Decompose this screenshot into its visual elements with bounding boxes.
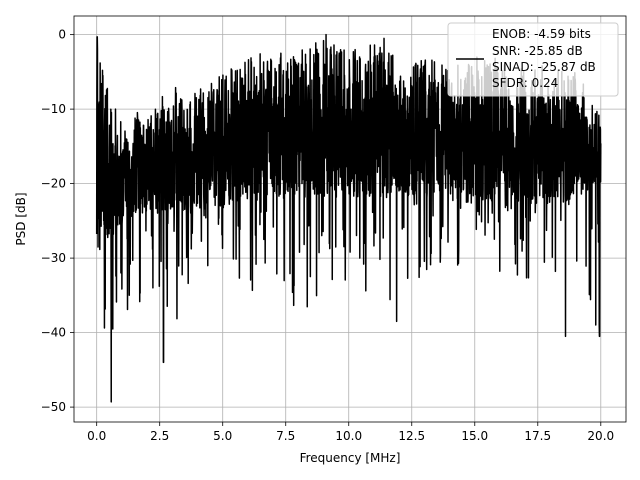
x-tick-label: 5.0 (213, 429, 232, 443)
legend-sfdr: SFDR: 0.24 (492, 76, 558, 90)
y-tick-label: −10 (41, 102, 66, 116)
x-tick-label: 7.5 (276, 429, 295, 443)
y-tick-label: −20 (41, 177, 66, 191)
x-axis-ticks: 0.0 2.5 5.0 7.5 10.0 12.5 15.0 17.5 20.0 (87, 422, 614, 443)
y-tick-label: −50 (41, 400, 66, 414)
legend-box (447, 22, 619, 97)
plot-area (95, 33, 602, 403)
legend-enob: ENOB: -4.59 bits (492, 27, 591, 41)
y-axis-ticks: 0 −10 −20 −30 −40 −50 (41, 28, 74, 414)
y-tick-label: 0 (58, 28, 66, 42)
x-tick-label: 20.0 (587, 429, 614, 443)
x-tick-label: 12.5 (398, 429, 425, 443)
legend-sinad: SINAD: -25.87 dB (492, 60, 596, 74)
y-tick-label: −30 (41, 251, 66, 265)
y-tick-label: −40 (41, 326, 66, 340)
x-tick-label: 17.5 (524, 429, 551, 443)
x-tick-label: 2.5 (150, 429, 169, 443)
psd-series-line (95, 33, 602, 403)
axes-frame (73, 15, 627, 423)
y-axis-label: PSD [dB] (14, 192, 28, 245)
legend-snr: SNR: -25.85 dB (492, 44, 583, 58)
legend: ENOB: -4.59 bits SNR: -25.85 dB SINAD: -… (447, 22, 619, 97)
x-axis-label: Frequency [MHz] (300, 451, 401, 465)
x-tick-label: 10.0 (335, 429, 362, 443)
x-tick-label: 15.0 (461, 429, 488, 443)
x-tick-label: 0.0 (87, 429, 106, 443)
